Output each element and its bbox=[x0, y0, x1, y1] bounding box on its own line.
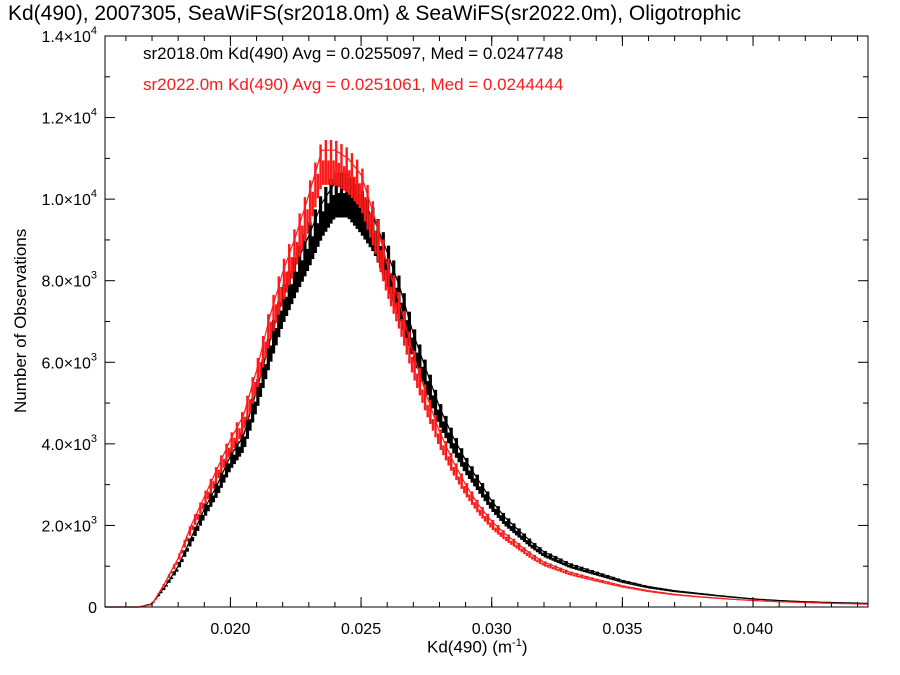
x-tick-label: 0.035 bbox=[602, 621, 642, 638]
x-tick-label: 0.025 bbox=[341, 621, 381, 638]
y-tick-label: 1.4×104 bbox=[41, 25, 97, 46]
legend-entry-sr2022: sr2022.0m Kd(490) Avg = 0.0251061, Med =… bbox=[143, 75, 564, 94]
y-axis-label: Number of Observations bbox=[11, 228, 30, 413]
x-tick-label: 0.040 bbox=[733, 621, 773, 638]
y-tick-label: 1.0×104 bbox=[41, 188, 97, 209]
legend-entry-sr2018: sr2018.0m Kd(490) Avg = 0.0255097, Med =… bbox=[143, 44, 564, 63]
x-tick-label: 0.020 bbox=[210, 621, 250, 638]
series-sr2018.0m-bars bbox=[138, 172, 869, 607]
chart-title: Kd(490), 2007305, SeaWiFS(sr2018.0m) & S… bbox=[8, 2, 741, 25]
y-tick-label: 2.0×103 bbox=[41, 514, 97, 535]
x-axis-label: Kd(490) (m-1) bbox=[427, 637, 528, 657]
series-sr2022.0m-bars bbox=[139, 140, 868, 607]
x-tick-label: 0.030 bbox=[472, 621, 512, 638]
y-tick-label: 6.0×103 bbox=[41, 351, 97, 372]
y-tick-label: 4.0×103 bbox=[41, 433, 97, 454]
series-line-sr2022.0m bbox=[105, 149, 868, 608]
plot-frame bbox=[104, 35, 869, 608]
series-line-sr2018.0m bbox=[105, 182, 868, 608]
y-tick-label: 0 bbox=[88, 600, 97, 617]
y-tick-label: 8.0×103 bbox=[41, 270, 97, 291]
y-tick-label: 1.2×104 bbox=[41, 107, 97, 128]
